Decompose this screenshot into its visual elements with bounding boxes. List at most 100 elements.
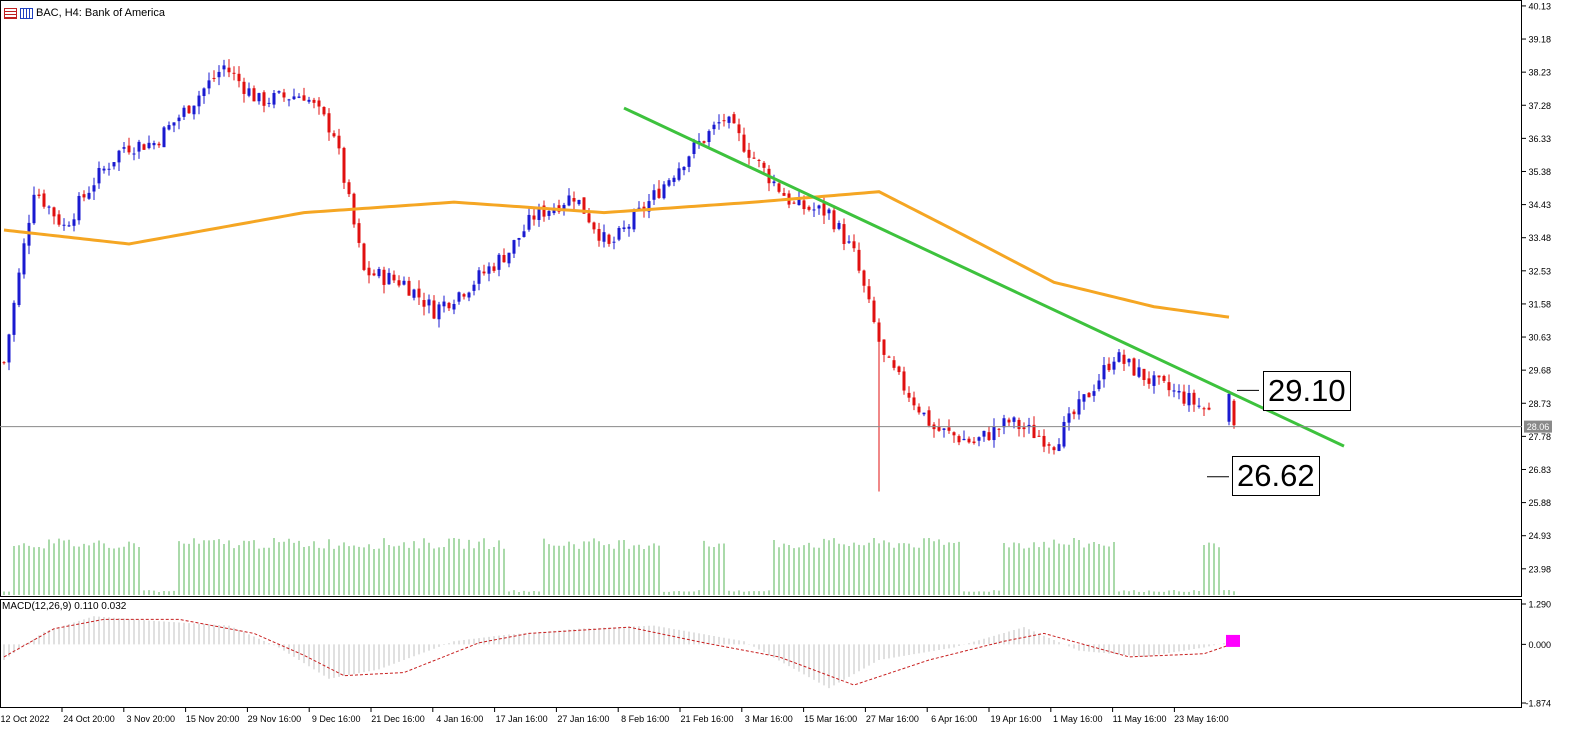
axes: 40.13 39.18 38.23 37.28 36.33 35.38 34.43 33.48… [0,1,1552,724]
time-tick-label: 17 Jan 16:00 [496,714,548,724]
candle-body [947,427,951,431]
candle-body [992,426,996,441]
candle-body [177,117,181,122]
time-tick-label: 23 May 16:00 [1174,714,1229,724]
price-tick-label: 39.18 [1528,35,1551,45]
candle-body [292,96,296,100]
candle-body [852,241,856,249]
candle-body [1057,444,1061,451]
candle-body [1227,393,1231,422]
candle-body [237,73,241,82]
candle-body [77,195,81,221]
candle-body [652,190,656,200]
candle-body [732,114,736,124]
candle-body [952,432,956,436]
candle-body [362,243,366,270]
current-price-label: 28.06 [1527,422,1550,432]
candle-body [962,438,966,441]
candle-body [417,288,421,298]
candle-body [987,432,991,440]
candle-body [1047,444,1051,446]
candle-body [192,105,196,115]
candle-body [307,99,311,102]
candle-body [487,266,491,274]
candle-body [42,193,46,207]
candle-body [672,177,676,182]
candle-body [802,200,806,210]
time-tick-label: 11 May 16:00 [1113,714,1167,724]
candle-body [907,392,911,398]
candle-body [502,255,506,263]
main-pane-border [0,0,1522,597]
candle-body [1162,376,1166,381]
time-tick-label: 3 Nov 20:00 [127,714,176,724]
candle-body [347,182,351,195]
candle-body [282,92,286,98]
price-tick-label: 23.98 [1528,564,1551,574]
candle-body [492,266,496,271]
candle-body [977,437,981,441]
candle-body [692,142,696,154]
candle-body [272,92,276,105]
candle-body [17,272,21,306]
support-callout: 26.62 [1232,456,1320,496]
candle-body [297,96,301,98]
time-tick-label: 9 Dec 16:00 [312,714,361,724]
candle-body [322,106,326,115]
candle-body [722,120,726,122]
candle-body [752,157,756,159]
candle-body [677,168,681,180]
candle-body [617,227,621,240]
candle-body [1012,417,1016,422]
candle-body [837,223,841,229]
candle-body [867,286,871,300]
candle-body [262,92,266,106]
candle-body [1052,447,1056,451]
candle-body [252,88,256,102]
candle-body [437,304,441,320]
candle-body [982,430,986,437]
candle-body [712,124,716,130]
candle-body [847,241,851,243]
candle-body [212,77,216,79]
price-tick-label: 26.83 [1528,465,1551,475]
candle-body [782,193,786,196]
volume-bars [3,537,1235,595]
candle-body [132,153,136,155]
chart-type-icon[interactable] [4,7,17,19]
macd-signal-line [3,618,1235,686]
candle-body [827,209,831,214]
candle-body [1232,400,1236,426]
price-tick-label: 34.43 [1528,200,1551,210]
candle-body [1032,424,1036,439]
candle-body [567,195,571,206]
candle-body [762,162,766,168]
candle-body [1112,361,1116,370]
candle-body [957,436,961,443]
indicator-list-icon[interactable] [20,7,33,19]
time-tick-label: 4 Jan 16:00 [436,714,483,724]
candle-body [377,269,381,277]
candle-body [97,167,101,184]
candle-body [1177,390,1181,393]
candle-body [727,116,731,123]
candle-body [942,428,946,430]
candle-body [1007,419,1011,423]
candle-body [882,339,886,355]
candle-body [1192,392,1196,405]
candle-body [602,232,606,242]
candle-body [1127,358,1131,363]
price-tick-label: 30.63 [1528,333,1551,343]
candle-body [397,280,401,286]
macd-pane-border [0,599,1522,708]
candle-body [22,243,26,275]
candle-body [327,113,331,133]
candle-body [452,303,456,310]
candle-body [152,143,156,146]
candle-body [232,72,236,74]
candle-body [1107,363,1111,371]
candle-body [142,144,146,150]
candle-body [57,214,61,225]
